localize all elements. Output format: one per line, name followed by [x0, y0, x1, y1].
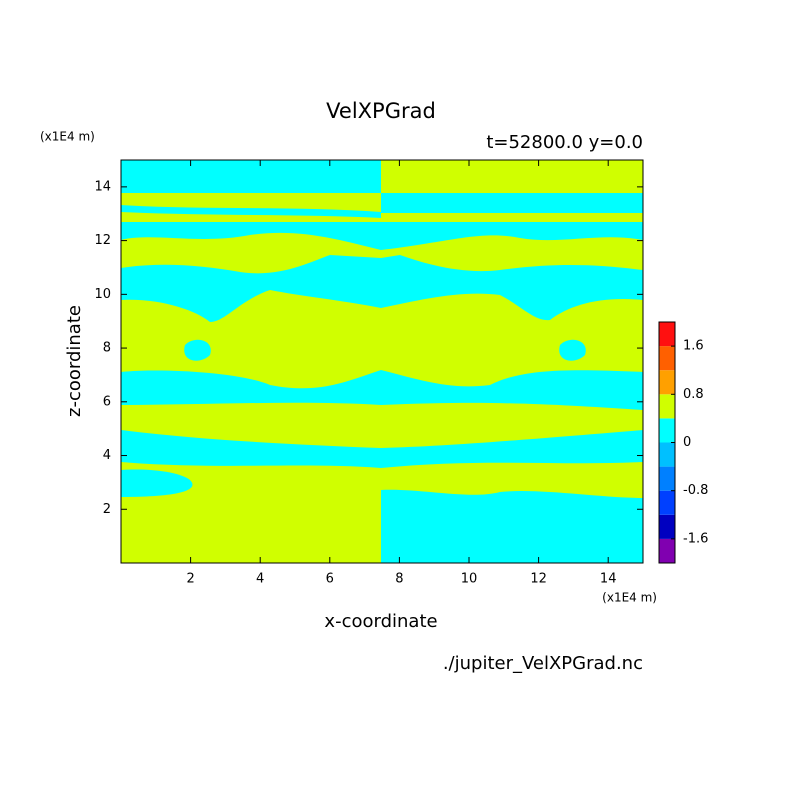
x-tick-label: 2: [186, 572, 194, 587]
chart-title: VelXPGrad: [326, 99, 436, 123]
colorbar-band: [659, 466, 675, 491]
x-unit: (x1E4 m): [602, 591, 657, 605]
x-tick-label: 14: [600, 572, 617, 587]
colorbar-tick-label: 0.8: [683, 387, 704, 402]
y-tick-label: 8: [103, 341, 111, 356]
x-tick-label: 8: [395, 572, 403, 587]
y-tick-label: 10: [94, 287, 111, 302]
colorbar-tick-label: -0.8: [683, 483, 708, 498]
colorbar-band: [659, 538, 675, 563]
y-tick-label: 12: [94, 233, 111, 248]
colorbar-tick-label: 0: [683, 435, 691, 450]
y-tick-label: 2: [103, 502, 111, 517]
y-tick-label: 14: [94, 179, 111, 194]
colorbar-band: [659, 370, 675, 395]
colorbar-band: [659, 418, 675, 443]
y-tick-label: 6: [103, 394, 111, 409]
x-tick-label: 6: [326, 572, 334, 587]
x-tick-label: 4: [256, 572, 264, 587]
y-axis-label: z-coordinate: [64, 305, 85, 417]
chart-subtitle: t=52800.0 y=0.0: [486, 132, 643, 153]
colorbar-band: [659, 346, 675, 371]
y-unit: (x1E4 m): [40, 130, 95, 144]
colorbar-band: [659, 442, 675, 467]
y-tick-label: 4: [103, 448, 111, 463]
colorbar-band: [659, 322, 675, 347]
x-tick-label: 12: [530, 572, 547, 587]
colorbar-band: [659, 514, 675, 539]
x-tick-label: 10: [461, 572, 478, 587]
colorbar-tick-label: -1.6: [683, 531, 708, 546]
source-file: ./jupiter_VelXPGrad.nc: [443, 653, 643, 674]
colorbar-tick-label: 1.6: [683, 339, 704, 354]
colorbar-band: [659, 394, 675, 419]
colorbar-band: [659, 490, 675, 515]
x-axis-label: x-coordinate: [324, 611, 437, 632]
contour-field: [120, 159, 644, 564]
